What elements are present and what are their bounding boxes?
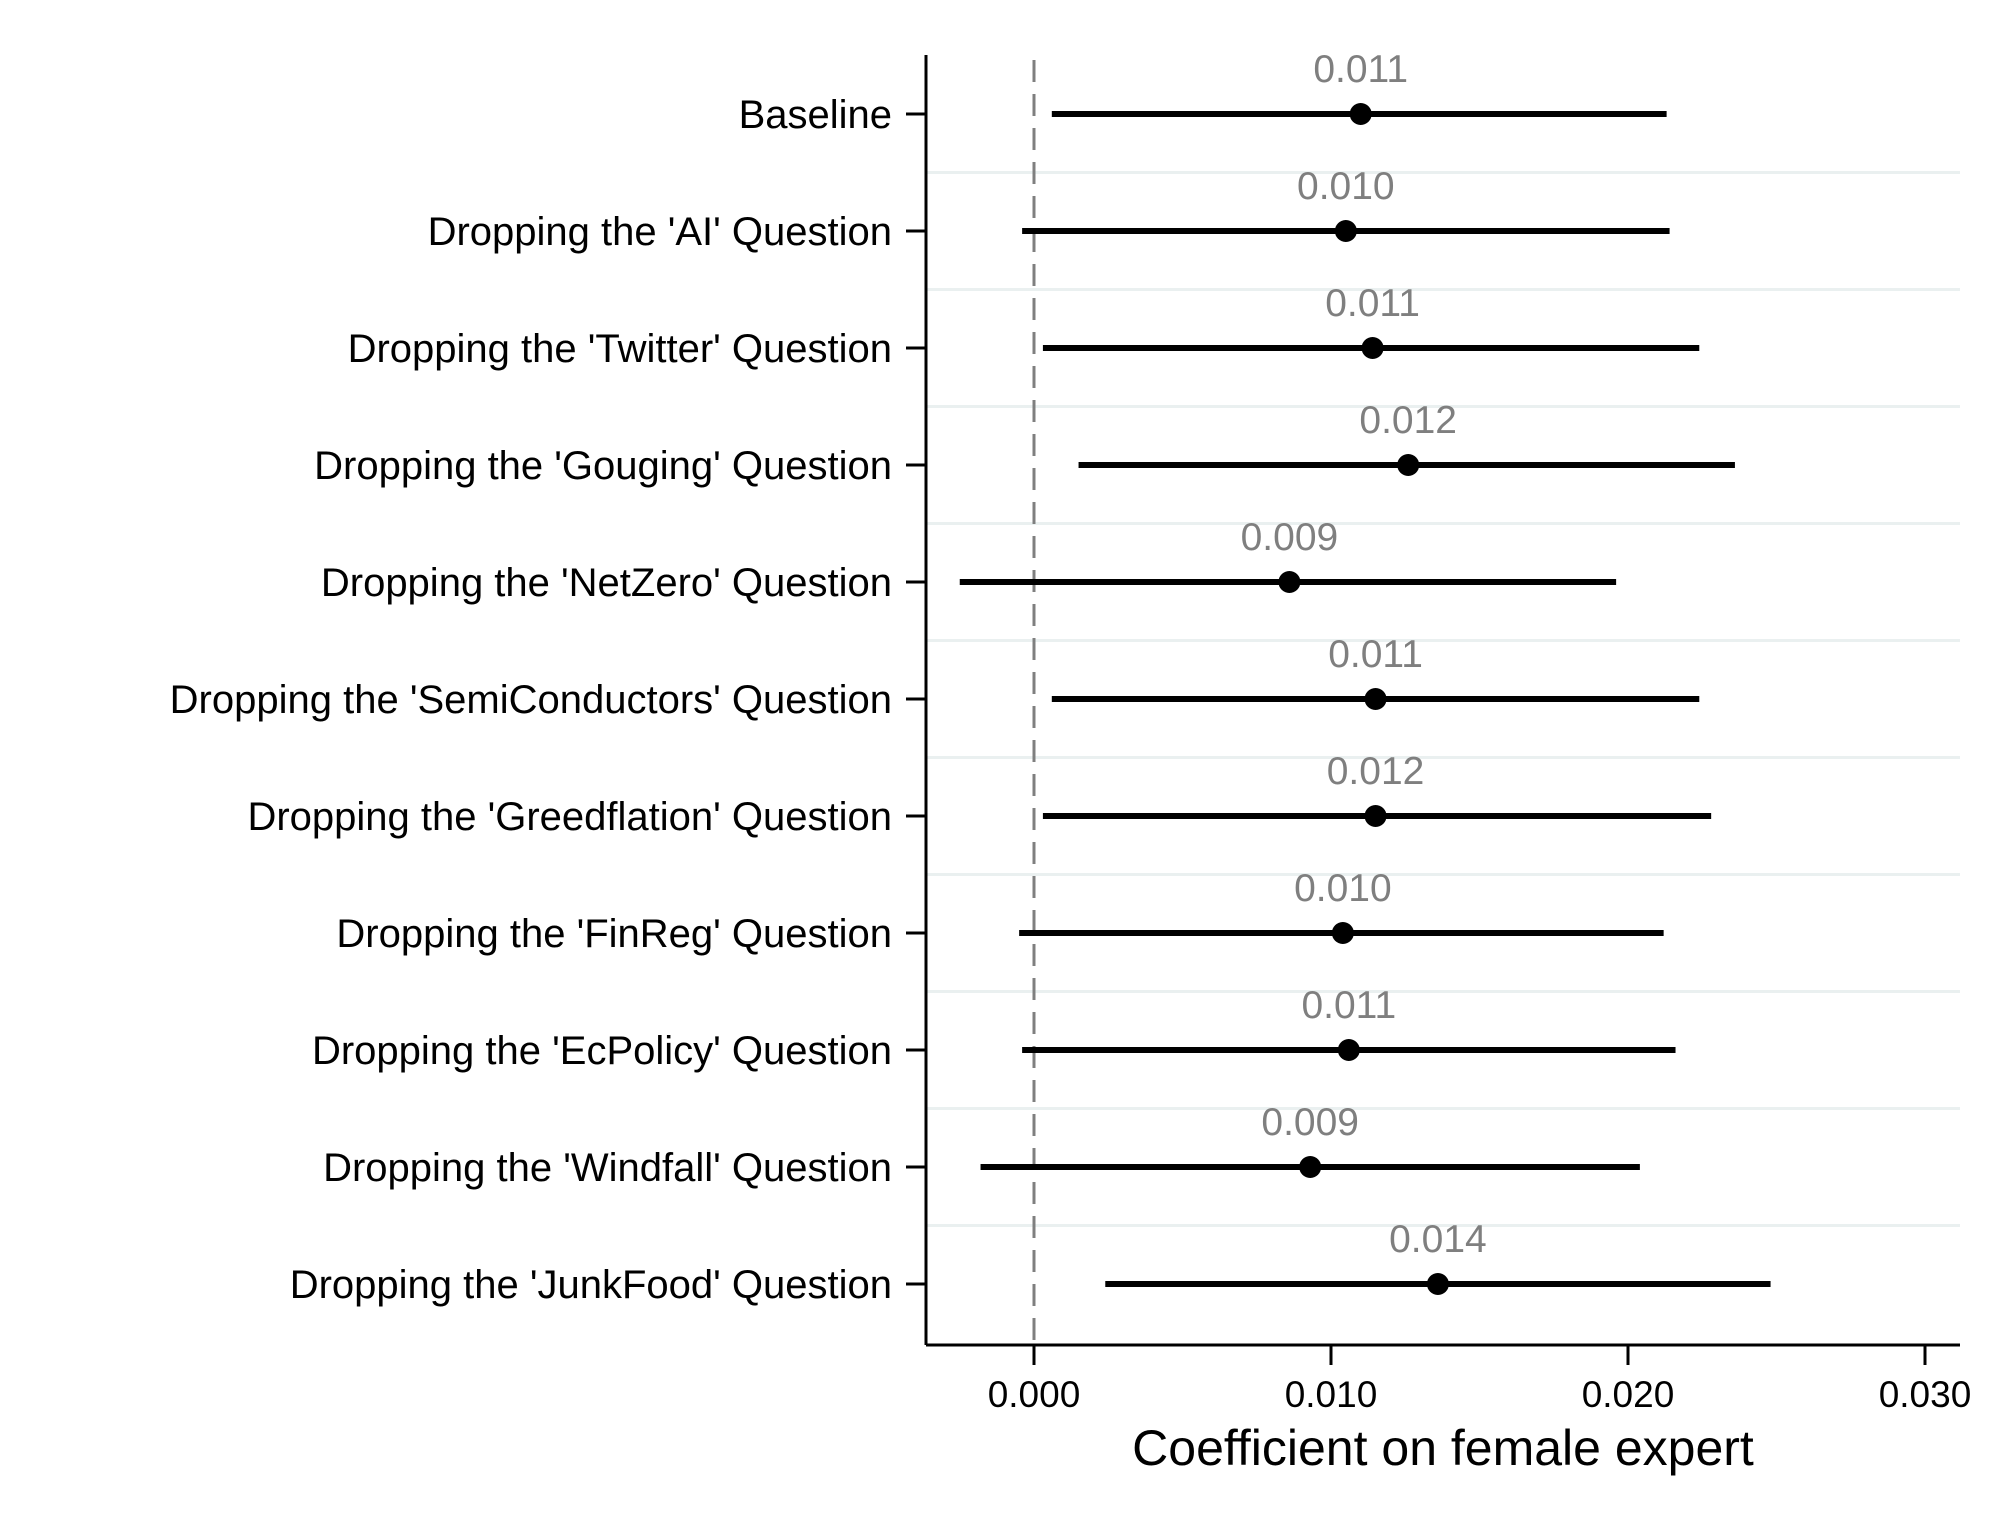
category-label: Baseline <box>739 93 892 137</box>
x-axis-title: Coefficient on female expert <box>1132 1420 1754 1476</box>
x-tick-label: 0.020 <box>1582 1374 1675 1415</box>
estimate-label: 0.009 <box>1241 516 1339 559</box>
category-label: Dropping the 'Twitter' Question <box>348 327 892 371</box>
point-estimate <box>1331 922 1354 944</box>
point-estimate <box>1397 454 1420 476</box>
category-label: Dropping the 'AI' Question <box>428 210 892 254</box>
category-label: Dropping the 'Greedflation' Question <box>247 795 892 839</box>
estimate-label: 0.011 <box>1313 48 1408 91</box>
gridlines <box>926 171 1960 1227</box>
estimate-label: 0.010 <box>1294 867 1392 910</box>
category-label: Dropping the 'Gouging' Question <box>314 444 892 488</box>
estimate-label: 0.014 <box>1389 1218 1487 1261</box>
category-label: Dropping the 'EcPolicy' Question <box>312 1029 892 1073</box>
x-tick-label: 0.030 <box>1879 1374 1972 1415</box>
point-estimate <box>1278 571 1301 593</box>
category-label: Dropping the 'Windfall' Question <box>323 1146 892 1190</box>
estimate-label: 0.011 <box>1328 633 1423 676</box>
point-estimate <box>1361 337 1384 359</box>
estimate-label: 0.010 <box>1297 165 1395 208</box>
estimate-label: 0.011 <box>1325 282 1420 325</box>
category-label: Dropping the 'NetZero' Question <box>321 561 892 605</box>
point-estimate <box>1337 1039 1360 1061</box>
category-label: Dropping the 'SemiConductors' Question <box>170 678 892 722</box>
estimate-label: 0.009 <box>1261 1101 1359 1144</box>
category-label: Dropping the 'FinReg' Question <box>336 912 892 956</box>
category-label: Dropping the 'JunkFood' Question <box>290 1263 892 1307</box>
estimate-label: 0.011 <box>1301 984 1396 1027</box>
point-estimate <box>1364 805 1387 827</box>
point-estimate <box>1349 103 1372 125</box>
estimate-label: 0.012 <box>1359 399 1457 442</box>
estimate-label: 0.012 <box>1327 750 1425 793</box>
x-axis-ticks: 0.000 0.010 0.020 0.030 <box>988 1345 1972 1415</box>
point-estimate <box>1334 220 1357 242</box>
x-tick-label: 0.000 <box>988 1374 1081 1415</box>
point-estimate <box>1364 688 1387 710</box>
point-estimates <box>1278 103 1449 1295</box>
y-axis-ticks: Baseline Dropping the 'AI' Question Droppi… <box>170 93 926 1307</box>
x-tick-label: 0.010 <box>1285 1374 1378 1415</box>
point-estimate <box>1426 1273 1449 1295</box>
point-estimate <box>1299 1156 1322 1178</box>
estimate-labels: 0.011 0.010 0.011 0.012 0.009 0.011 0.012 0.010… <box>1241 48 1487 1261</box>
